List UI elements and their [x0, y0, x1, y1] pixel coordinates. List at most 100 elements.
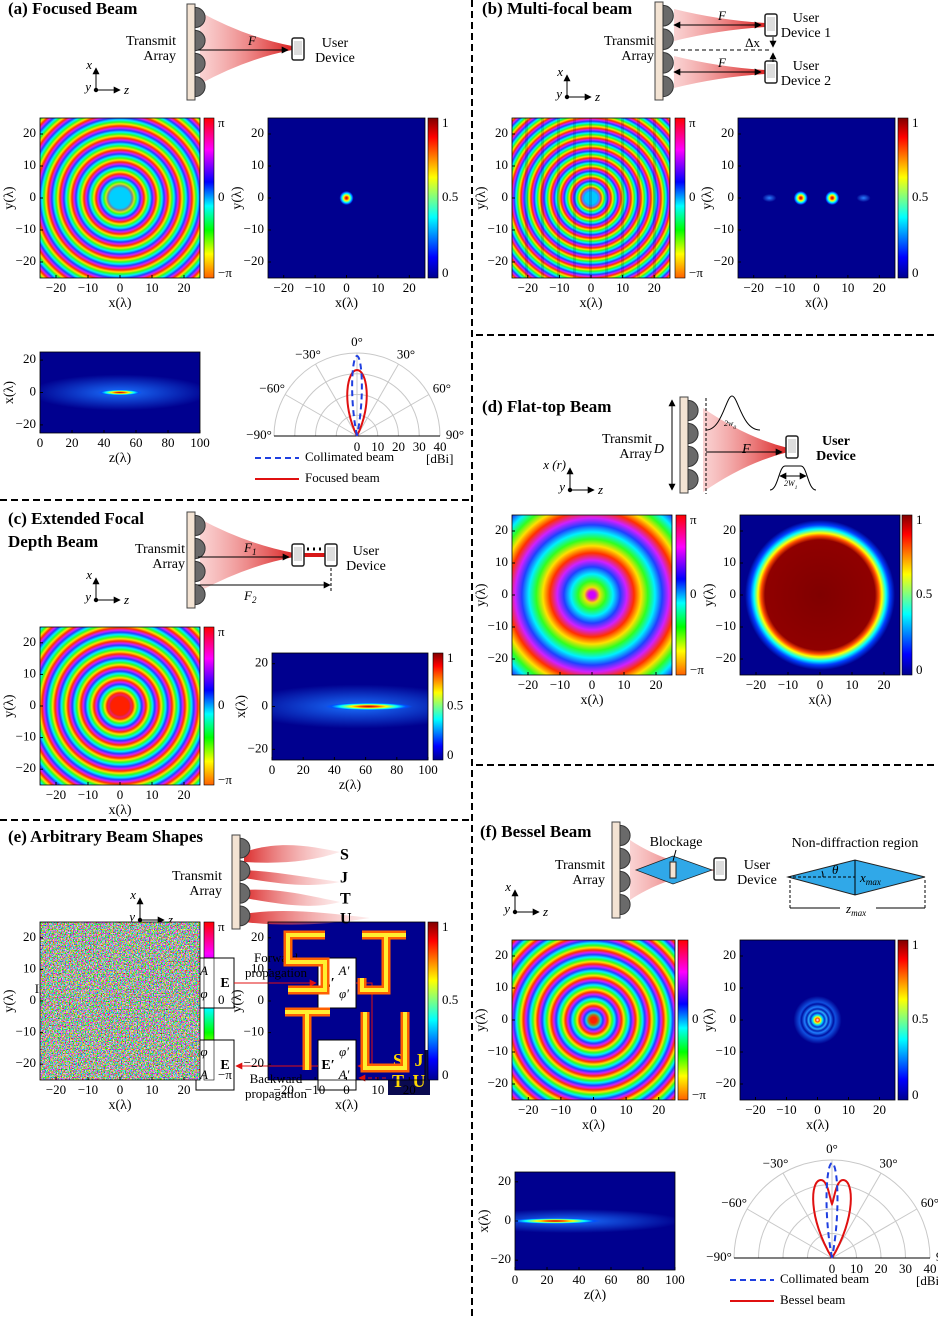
y-tick-label: 0 — [30, 992, 37, 1007]
colorbar-label: 0.5 — [912, 1011, 928, 1026]
radial-label: 20 — [875, 1261, 888, 1276]
colorbar — [428, 118, 438, 278]
plot-frame — [267, 117, 426, 279]
axis-origin — [567, 487, 573, 493]
radial-label: 10 — [850, 1261, 863, 1276]
polar-grid — [356, 363, 399, 437]
y-tick-label: −20 — [16, 760, 36, 775]
colorbar-frame — [675, 514, 687, 676]
x-tick-label: 20 — [873, 280, 886, 295]
blockage — [669, 861, 677, 879]
x-tick-label: 20 — [650, 677, 663, 692]
x-tick-label: 10 — [616, 280, 629, 295]
x-tick-label: 20 — [178, 280, 191, 295]
y-tick-label: 20 — [251, 125, 264, 140]
y-tick-label: 0 — [502, 586, 509, 601]
x-tick-label: 80 — [390, 762, 403, 777]
label: E′ — [321, 1058, 334, 1073]
x-tick-label: 40 — [98, 435, 111, 450]
pattern-curve — [346, 368, 368, 437]
x-tick-label: 60 — [359, 762, 372, 777]
array-element — [239, 882, 251, 904]
angle-label: −60° — [721, 1195, 747, 1210]
heatmap — [740, 515, 900, 675]
y-tick-label: −20 — [714, 253, 734, 268]
label: Device 2 — [781, 74, 831, 89]
axis-name: x — [504, 879, 511, 894]
y-tick-label: 20 — [255, 655, 268, 670]
x-tick-label: −20 — [518, 1102, 538, 1117]
legend-label: Collimated beam — [780, 1271, 869, 1286]
x-axis-label: x(λ) — [335, 296, 358, 311]
pattern-curve — [812, 1178, 852, 1259]
y-axis-label: y(λ) — [474, 583, 489, 606]
label: φ′ — [339, 1044, 349, 1059]
x-tick-label: 0 — [814, 1102, 821, 1117]
shape-letter: U — [340, 911, 352, 928]
heatmap — [40, 118, 200, 278]
x-tick-label: −20 — [518, 677, 538, 692]
label: Device — [315, 51, 355, 66]
label: Transmit — [172, 869, 222, 884]
y-tick-label: −10 — [16, 221, 36, 236]
array-element — [687, 399, 699, 422]
y-tick-label: 10 — [495, 979, 508, 994]
colorbar-label: 1 — [912, 937, 919, 952]
label: Device — [816, 449, 856, 464]
colorbar-label: 1 — [442, 919, 449, 934]
x-tick-label: −10 — [78, 280, 98, 295]
label: Transmit — [555, 858, 605, 873]
y-tick-label: 0 — [505, 1212, 512, 1227]
x-tick-label: −10 — [305, 280, 325, 295]
colorbar-label: 0 — [692, 1011, 699, 1026]
y-axis-label: x(λ) — [234, 695, 249, 718]
panel-title: (f) Bessel Beam — [480, 822, 591, 841]
x-axis-label: x(λ) — [806, 1118, 829, 1133]
x-tick-label: −10 — [305, 1082, 325, 1097]
y-axis-label: y(λ) — [2, 989, 17, 1012]
y-tick-label: 0 — [30, 697, 37, 712]
colorbar-label: 0.5 — [442, 189, 458, 204]
label: A′ — [338, 963, 350, 978]
x-tick-label: 40 — [573, 1272, 586, 1287]
label: Transmit — [126, 34, 176, 49]
label: User — [793, 11, 820, 26]
plot-frame — [511, 939, 676, 1101]
colorbar-label: −π — [218, 265, 232, 280]
plot-frame — [271, 652, 429, 761]
array-element — [194, 514, 206, 537]
array-element — [239, 837, 251, 859]
beam — [244, 911, 370, 925]
array-element — [662, 75, 674, 98]
leader-line — [672, 849, 677, 862]
x-tick-label: 80 — [637, 1272, 650, 1287]
label-base: 2w — [724, 419, 734, 428]
axis-name: y — [127, 909, 135, 924]
heatmap — [40, 627, 200, 785]
colorbar-label: π — [218, 115, 225, 130]
pattern-curve — [825, 1161, 839, 1259]
array-element — [194, 6, 206, 29]
x-tick-label: −10 — [78, 1082, 98, 1097]
label-sub: max — [866, 877, 881, 887]
x-tick-label: −10 — [778, 677, 798, 692]
colorbar-label: 0.5 — [447, 697, 463, 712]
y-tick-label: 20 — [723, 522, 736, 537]
array-element — [662, 28, 674, 51]
colorbar-label: 0 — [690, 586, 697, 601]
beam — [244, 845, 340, 863]
panel-title: (e) Arbitrary Beam Shapes — [8, 827, 203, 846]
x-axis-label: x(λ) — [108, 803, 131, 818]
y-tick-label: 10 — [723, 554, 736, 569]
array-element — [687, 422, 699, 445]
y-axis-label: y(λ) — [2, 186, 17, 209]
colorbar-frame — [203, 117, 215, 279]
x-tick-label: 20 — [178, 1082, 191, 1097]
x-tick-label: 10 — [618, 677, 631, 692]
angle-label: 90° — [936, 1249, 938, 1264]
y-tick-label: −20 — [244, 1055, 264, 1070]
colorbar — [902, 515, 912, 675]
colorbar-frame — [427, 921, 439, 1081]
x-tick-label: 10 — [146, 787, 159, 802]
